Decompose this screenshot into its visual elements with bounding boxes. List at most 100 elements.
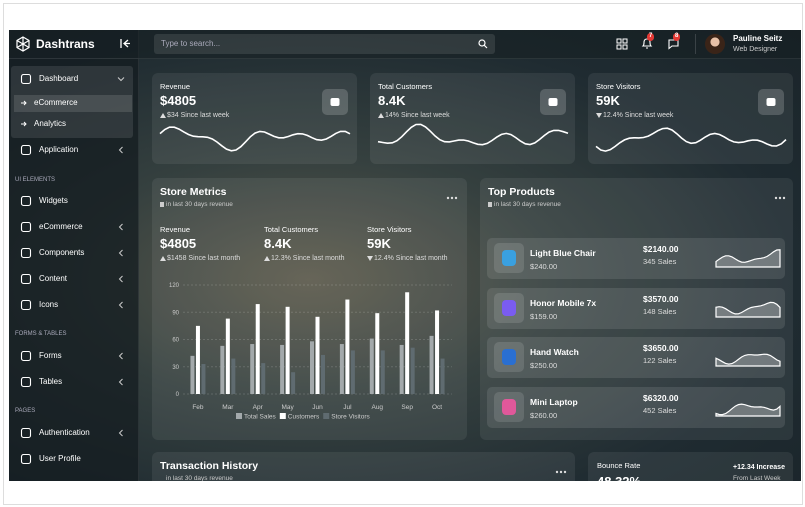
store-metrics-card xyxy=(152,178,467,440)
sidebar-item[interactable]: Content xyxy=(39,274,68,284)
sidebar-subitem[interactable]: Analytics xyxy=(34,119,67,129)
trend-arrow xyxy=(160,256,166,261)
dashboard: Dashtrans Type to search... 7 8 Pauline Seit… xyxy=(9,30,801,481)
legend-swatch xyxy=(323,413,330,419)
menu-icon xyxy=(20,376,32,388)
sidebar-item[interactable]: Forms xyxy=(39,351,62,361)
product-row[interactable] xyxy=(487,288,785,329)
stat-card xyxy=(152,73,357,164)
product-image-art xyxy=(502,250,516,266)
sub-arrow-shape xyxy=(21,121,27,127)
sidebar-item[interactable]: Icons xyxy=(39,300,59,310)
sparkline xyxy=(595,127,787,152)
chevron xyxy=(117,77,125,82)
chevron-shape xyxy=(118,223,123,231)
topbar-divider xyxy=(695,34,696,54)
legend-label: Total Sales xyxy=(244,414,277,421)
sidebar-subitem[interactable]: eCommerce xyxy=(34,98,78,108)
sidebar-item[interactable]: Dashboard xyxy=(39,74,79,84)
x-tick-label: May xyxy=(281,404,294,411)
sidebar-item[interactable]: Application xyxy=(39,145,79,155)
product-row[interactable] xyxy=(487,387,785,428)
apps-button xyxy=(616,38,628,50)
stat-label: Revenue xyxy=(160,81,191,91)
bar xyxy=(310,341,314,394)
dot xyxy=(782,196,786,200)
sidebar-item[interactable]: Widgets xyxy=(39,196,68,206)
stat-sparkline xyxy=(595,127,787,152)
trend-arrow-shape xyxy=(596,113,602,118)
stat-value: 59K xyxy=(596,93,620,109)
legend-swatch xyxy=(279,413,286,419)
search-placeholder: Type to search... xyxy=(161,39,221,49)
product-total: $6320.00 xyxy=(643,392,679,403)
bar xyxy=(220,345,225,394)
bounce-value: 48.32% xyxy=(597,474,641,481)
metric-value: $4805 xyxy=(160,236,197,252)
menu-icon-shape xyxy=(20,195,32,207)
bounce-label: Bounce Rate xyxy=(597,460,641,470)
product-name: Light Blue Chair xyxy=(530,247,596,258)
chevron-shape xyxy=(118,249,123,257)
bar xyxy=(280,344,285,394)
user-avatar[interactable] xyxy=(705,34,725,54)
bar xyxy=(350,350,355,394)
bar xyxy=(225,318,230,394)
product-price: $240.00 xyxy=(530,261,558,271)
menu-icon xyxy=(20,427,32,439)
chevron xyxy=(118,223,123,231)
product-sparkline xyxy=(715,353,781,367)
bar-chart: 0 30 60 90 120 Feb Mar Apr May Jun Jul Aug Sep Oct Tot… xyxy=(169,283,452,421)
bounce-rate-card xyxy=(588,452,793,481)
stat-change: $34 Since last week xyxy=(167,111,230,119)
chevron xyxy=(118,352,123,360)
stat-icon-shape xyxy=(548,98,558,106)
chevron-shape xyxy=(118,275,123,283)
sidebar-item[interactable]: User Profile xyxy=(39,454,81,464)
trend-arrow xyxy=(160,113,166,118)
sub-arrow-shape xyxy=(21,100,27,106)
stat-change: 14% Since last week xyxy=(385,111,450,119)
menu-icon-shape xyxy=(20,376,32,388)
menu-icon-shape xyxy=(20,273,32,285)
bar xyxy=(339,344,344,394)
x-tick-label: Oct xyxy=(432,404,442,411)
chevron-shape xyxy=(118,301,123,309)
x-tick-label: Sep xyxy=(401,404,413,411)
sidebar-section: PAGES xyxy=(15,408,36,415)
apps-cell xyxy=(622,44,628,50)
dot xyxy=(555,470,559,474)
search-box[interactable] xyxy=(154,34,495,54)
more-menu xyxy=(555,470,567,474)
sidebar-item[interactable]: Components xyxy=(39,248,85,258)
product-image-art xyxy=(502,349,516,365)
product-row[interactable] xyxy=(487,337,785,378)
chevron xyxy=(118,249,123,257)
sidebar-item[interactable]: Authentication xyxy=(39,428,90,438)
trend-arrow xyxy=(596,113,602,118)
product-sales: 345 Sales xyxy=(643,256,677,266)
bar xyxy=(321,354,325,394)
sidebar-item[interactable]: eCommerce xyxy=(39,222,83,232)
sidebar-item[interactable]: Tables xyxy=(39,377,63,387)
bar xyxy=(195,325,200,394)
y-tick-label: 120 xyxy=(169,283,180,289)
trend-arrow-shape xyxy=(160,113,166,118)
collapse-button xyxy=(120,39,130,48)
topbar xyxy=(138,30,801,59)
sparkline-area xyxy=(715,403,781,417)
dot xyxy=(563,470,567,474)
apps-cell xyxy=(616,38,622,44)
bar xyxy=(440,358,445,394)
trend-arrow xyxy=(378,113,384,118)
bar xyxy=(255,304,260,394)
card-title: Transaction History xyxy=(160,459,259,472)
search-icon xyxy=(478,39,488,49)
stat-icon xyxy=(330,98,340,106)
sparkline-area xyxy=(715,249,781,268)
bar xyxy=(285,306,290,394)
y-tick-label: 90 xyxy=(172,310,179,316)
bounce-change: +12.34 Increase xyxy=(733,463,785,471)
alerts-badge: 7 xyxy=(647,33,655,41)
chevron-shape xyxy=(118,378,123,386)
